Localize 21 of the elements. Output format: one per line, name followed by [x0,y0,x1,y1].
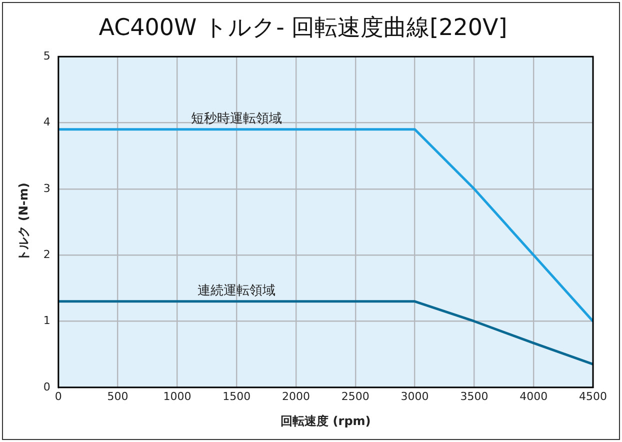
y-tick-label: 1 [43,314,50,328]
series-label: 短秒時運転領域 [191,111,282,126]
x-tick-label: 2500 [341,390,370,403]
y-tick-label: 5 [43,49,50,62]
x-tick-label: 4500 [579,390,607,403]
x-tick-label: 500 [107,390,128,403]
x-tick-label: 1000 [163,390,192,403]
y-tick-label: 0 [43,380,50,394]
y-tick-label: 3 [43,182,50,195]
x-tick-label: 3500 [460,390,488,403]
y-tick-label: 2 [43,248,50,261]
x-tick-label: 2000 [282,390,310,403]
x-tick-label: 4000 [520,390,548,403]
x-axis-title: 回転速度 (rpm) [280,414,371,428]
x-tick-label: 3000 [400,390,429,403]
x-tick-label: 1500 [222,390,251,403]
y-tick-label: 4 [43,116,50,129]
series-label: 連続運転領域 [198,283,276,298]
x-tick-label: 0 [54,390,62,403]
y-axis-title: トルク (N-m) [16,182,30,262]
chart-title: AC400W トルク- 回転速度曲線[220V] [98,14,508,41]
